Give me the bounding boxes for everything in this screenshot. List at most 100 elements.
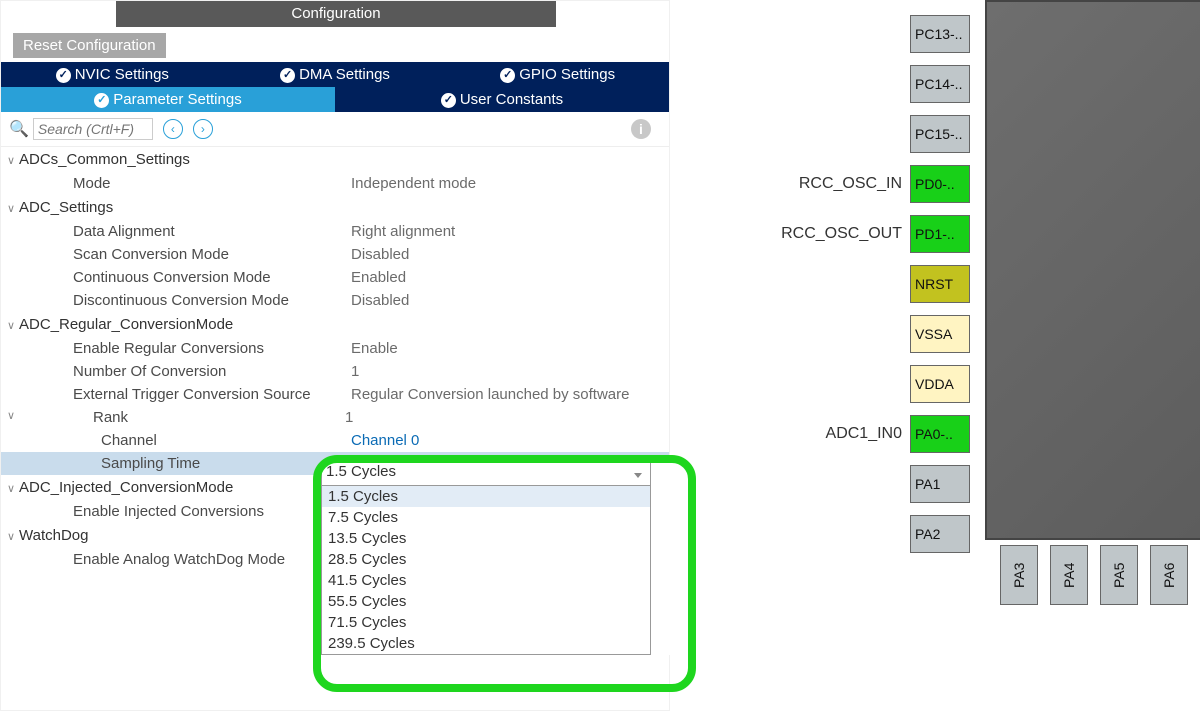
pin-row: PA2: [720, 515, 970, 553]
dropdown-list: 1.5 Cycles7.5 Cycles13.5 Cycles28.5 Cycl…: [321, 486, 651, 655]
check-icon: ✓: [94, 93, 109, 108]
group-label: ADC_Injected_ConversionMode: [19, 479, 233, 496]
search-row: 🔍 ‹ › i: [1, 112, 669, 147]
tab-nvic[interactable]: ✓ NVIC Settings: [1, 62, 224, 87]
chevron-down-icon: ∨: [7, 154, 17, 167]
tab-label: Parameter Settings: [113, 91, 241, 108]
pin-row: PA1: [720, 465, 970, 503]
dropdown-selected[interactable]: 1.5 Cycles: [321, 462, 651, 486]
param-external-trigger[interactable]: External Trigger Conversion SourceRegula…: [1, 383, 669, 406]
param-value: Enable: [351, 340, 669, 357]
search-prev-button[interactable]: ‹: [163, 119, 183, 139]
pin-row: PA3: [1000, 545, 1038, 605]
chevron-down-icon: ∨: [7, 202, 17, 215]
pin-row: VDDA: [720, 365, 970, 403]
param-label: Data Alignment: [1, 223, 351, 240]
group-label: WatchDog: [19, 527, 88, 544]
param-label: External Trigger Conversion Source: [1, 386, 351, 403]
param-continuous-conversion[interactable]: Continuous Conversion ModeEnabled: [1, 266, 669, 289]
search-input[interactable]: [33, 118, 153, 140]
param-label: Continuous Conversion Mode: [1, 269, 351, 286]
param-value: Independent mode: [351, 175, 669, 192]
tab-label: DMA Settings: [299, 66, 390, 83]
chevron-down-icon: ∨: [1, 409, 11, 426]
pin-box[interactable]: PC14-..: [910, 65, 970, 103]
param-label: Enable Analog WatchDog Mode: [1, 551, 351, 568]
pin-box[interactable]: PA5: [1100, 545, 1138, 605]
dropdown-option[interactable]: 7.5 Cycles: [322, 507, 650, 528]
param-data-alignment[interactable]: Data AlignmentRight alignment: [1, 220, 669, 243]
group-label: ADCs_Common_Settings: [19, 151, 190, 168]
param-channel[interactable]: ChannelChannel 0: [1, 429, 669, 452]
check-icon: ✓: [56, 68, 71, 83]
pin-box[interactable]: PA0-..: [910, 415, 970, 453]
param-value: 1: [345, 409, 669, 426]
dropdown-option[interactable]: 13.5 Cycles: [322, 528, 650, 549]
pin-box[interactable]: PC13-..: [910, 15, 970, 53]
dropdown-option[interactable]: 55.5 Cycles: [322, 591, 650, 612]
pin-box[interactable]: PA3: [1000, 545, 1038, 605]
param-rank[interactable]: ∨Rank1: [1, 406, 669, 429]
chevron-down-icon: ∨: [7, 319, 17, 332]
dropdown-option[interactable]: 71.5 Cycles: [322, 612, 650, 633]
param-label: Discontinuous Conversion Mode: [1, 292, 351, 309]
chevron-down-icon: ∨: [7, 482, 17, 495]
param-label: Channel: [1, 432, 351, 449]
pin-box[interactable]: PD0-..: [910, 165, 970, 203]
dropdown-option[interactable]: 28.5 Cycles: [322, 549, 650, 570]
tab-user-constants[interactable]: ✓User Constants: [335, 87, 669, 112]
param-number-of-conversion[interactable]: Number Of Conversion1: [1, 360, 669, 383]
pin-row: ADC1_IN0PA0-..: [720, 415, 970, 453]
pin-row: PC14-..: [720, 65, 970, 103]
dropdown-option[interactable]: 239.5 Cycles: [322, 633, 650, 654]
pin-box[interactable]: NRST: [910, 265, 970, 303]
group-common[interactable]: ∨ADCs_Common_Settings: [1, 147, 669, 172]
pin-box[interactable]: PA6: [1150, 545, 1188, 605]
pin-box[interactable]: PA2: [910, 515, 970, 553]
tab-row-1: ✓ NVIC Settings ✓ DMA Settings ✓GPIO Setti…: [1, 62, 669, 87]
param-value: Disabled: [351, 246, 669, 263]
check-icon: ✓: [500, 68, 515, 83]
tab-label: User Constants: [460, 91, 563, 108]
param-label: Enable Regular Conversions: [1, 340, 351, 357]
group-regular[interactable]: ∨ADC_Regular_ConversionMode: [1, 312, 669, 337]
pin-row: PA6: [1150, 545, 1188, 605]
param-value: Regular Conversion launched by software: [351, 386, 669, 403]
pin-row: RCC_OSC_OUTPD1-..: [720, 215, 970, 253]
pin-row: NRST: [720, 265, 970, 303]
pin-row: PC13-..: [720, 15, 970, 53]
info-icon[interactable]: i: [631, 119, 651, 139]
tab-gpio[interactable]: ✓GPIO Settings: [446, 62, 669, 87]
param-mode[interactable]: ModeIndependent mode: [1, 172, 669, 195]
pin-row: PC15-..: [720, 115, 970, 153]
pin-box[interactable]: PA1: [910, 465, 970, 503]
chip-body: STM: [985, 0, 1200, 540]
group-adc[interactable]: ∨ADC_Settings: [1, 195, 669, 220]
search-next-button[interactable]: ›: [193, 119, 213, 139]
tab-label: NVIC Settings: [75, 66, 169, 83]
param-scan-conversion[interactable]: Scan Conversion ModeDisabled: [1, 243, 669, 266]
param-discontinuous-conversion[interactable]: Discontinuous Conversion ModeDisabled: [1, 289, 669, 312]
param-value: Enabled: [351, 269, 669, 286]
check-icon: ✓: [280, 68, 295, 83]
param-label: Rank: [13, 409, 345, 426]
pin-box[interactable]: PA4: [1050, 545, 1088, 605]
dropdown-option[interactable]: 1.5 Cycles: [322, 486, 650, 507]
pin-box[interactable]: VSSA: [910, 315, 970, 353]
param-value: Right alignment: [351, 223, 669, 240]
reset-configuration-button[interactable]: Reset Configuration: [13, 33, 166, 58]
pin-row: VSSA: [720, 315, 970, 353]
dropdown-option[interactable]: 41.5 Cycles: [322, 570, 650, 591]
chevron-down-icon: ∨: [7, 530, 17, 543]
tab-dma[interactable]: ✓ DMA Settings: [224, 62, 447, 87]
pin-box[interactable]: VDDA: [910, 365, 970, 403]
pin-row: RCC_OSC_INPD0-..: [720, 165, 970, 203]
param-label: Mode: [1, 175, 351, 192]
configuration-panel: Configuration Reset Configuration ✓NVIC …: [0, 0, 670, 711]
pin-box[interactable]: PC15-..: [910, 115, 970, 153]
pin-row: PA5: [1100, 545, 1138, 605]
param-enable-regular[interactable]: Enable Regular ConversionsEnable: [1, 337, 669, 360]
tab-parameter-settings[interactable]: ✓ Parameter Settings: [1, 87, 335, 112]
pin-box[interactable]: PD1-..: [910, 215, 970, 253]
param-value: Disabled: [351, 292, 669, 309]
